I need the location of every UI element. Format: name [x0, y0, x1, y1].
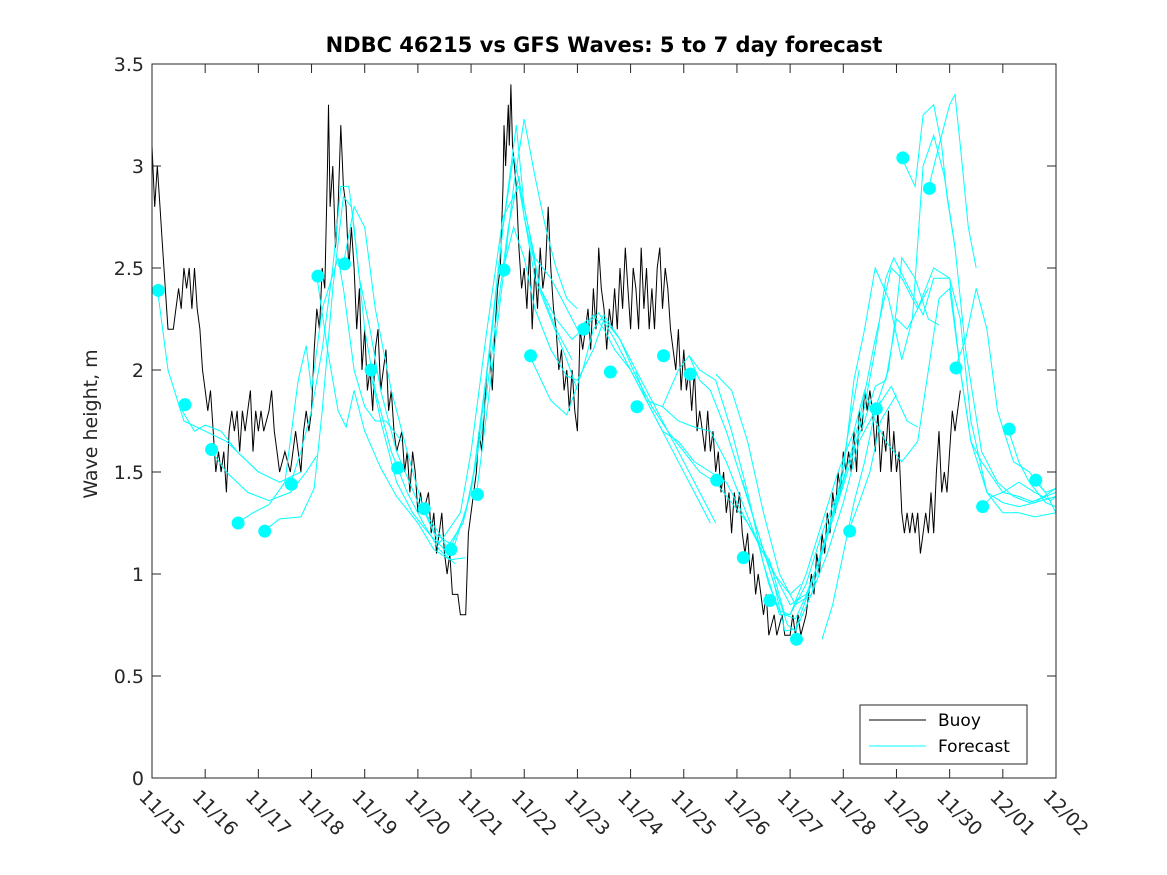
- x-tick-label: 11/19: [347, 786, 401, 840]
- x-tick-label: 11/23: [560, 786, 614, 840]
- forecast-start-marker: [417, 502, 431, 516]
- legend: Buoy Forecast: [859, 704, 1028, 765]
- forecast-line: [475, 119, 578, 495]
- forecast-line: [316, 276, 466, 561]
- forecast-start-marker: [630, 400, 644, 414]
- forecast-start-marker: [683, 367, 697, 381]
- plot-area-frame: [151, 63, 1057, 779]
- forecast-line: [901, 103, 956, 248]
- y-tick-label: 0.5: [114, 666, 144, 688]
- forecast-line: [236, 257, 403, 524]
- forecast-start-marker: [337, 257, 351, 271]
- forecast-line: [502, 225, 717, 524]
- forecast-start-marker: [843, 524, 857, 538]
- buoy-series: [152, 84, 961, 636]
- forecast-start-marker: [869, 402, 883, 416]
- forecast-line: [927, 92, 977, 269]
- x-tick-label: 11/18: [294, 786, 348, 840]
- x-tick-labels: 11/1511/1611/1711/1811/1911/2011/2111/22…: [134, 786, 1092, 840]
- chart-title: NDBC 46215 vs GFS Waves: 5 to 7 day fore…: [326, 33, 883, 57]
- x-tick-label: 11/15: [134, 786, 188, 840]
- forecast-start-marker: [789, 632, 803, 646]
- legend-buoy-label: Buoy: [938, 711, 981, 731]
- forecast-line: [178, 404, 302, 483]
- x-tick-label: 11/20: [400, 786, 454, 840]
- forecast-start-marker: [603, 365, 617, 379]
- x-tick-label: 11/30: [932, 786, 986, 840]
- legend-forecast-label: Forecast: [938, 737, 1010, 757]
- forecast-line: [289, 185, 456, 565]
- x-tick-label: 12/01: [985, 786, 1039, 840]
- x-tick-label: 11/24: [613, 786, 667, 840]
- forecast-start-marker: [736, 551, 750, 565]
- forecast-line: [210, 449, 318, 502]
- forecast-line: [369, 125, 573, 551]
- y-tick-label: 3.5: [114, 54, 144, 76]
- forecast-line: [874, 256, 940, 409]
- buoy-line: [152, 84, 961, 636]
- y-tick-label: 1: [132, 564, 144, 586]
- x-tick-label: 11/26: [719, 786, 773, 840]
- forecast-line: [688, 287, 1056, 616]
- forecast-start-marker: [657, 349, 671, 363]
- forecast-line: [1007, 429, 1056, 508]
- forecast-start-marker: [152, 283, 165, 297]
- y-tick-label: 3: [132, 156, 144, 178]
- forecast-initial-markers: [152, 151, 1043, 646]
- forecast-start-marker: [205, 443, 219, 457]
- forecast-line: [715, 373, 918, 606]
- forecast-start-marker: [391, 461, 405, 475]
- forecast-start-marker: [364, 363, 378, 377]
- forecast-start-marker: [284, 477, 298, 491]
- forecast-line: [449, 176, 711, 550]
- forecast-start-marker: [922, 181, 936, 195]
- forecast-line: [662, 267, 929, 632]
- x-tick-label: 12/02: [1038, 786, 1092, 840]
- y-tick-label: 1.5: [114, 462, 144, 484]
- forecast-line: [795, 256, 1056, 601]
- forecast-line: [342, 184, 578, 545]
- forecast-start-marker: [949, 361, 963, 375]
- forecast-start-marker: [1002, 422, 1016, 436]
- x-tick-label: 11/22: [507, 786, 561, 840]
- forecast-start-marker: [710, 473, 724, 487]
- x-tick-label: 11/25: [666, 786, 720, 840]
- y-tick-label: 0: [132, 768, 144, 790]
- forecast-start-marker: [976, 500, 990, 514]
- x-tick-label: 11/27: [773, 786, 827, 840]
- forecast-line: [422, 155, 589, 545]
- forecast-start-marker: [1029, 473, 1043, 487]
- forecast-start-marker: [896, 151, 910, 165]
- x-tick-label: 11/16: [188, 786, 242, 840]
- forecast-start-marker: [258, 524, 272, 538]
- forecast-line: [981, 481, 1056, 508]
- forecast-line: [582, 312, 802, 596]
- x-tick-label: 11/28: [826, 786, 880, 840]
- forecast-start-marker: [497, 263, 511, 277]
- forecast-start-marker: [311, 269, 325, 283]
- forecast-start-marker: [178, 398, 192, 412]
- y-tick-label: 2.5: [114, 258, 144, 280]
- forecast-line: [635, 369, 860, 616]
- forecast-start-marker: [763, 594, 777, 608]
- forecast-start-marker: [470, 487, 484, 501]
- forecast-start-marker: [231, 516, 245, 530]
- forecast-start-marker: [444, 543, 458, 557]
- forecast-line: [768, 133, 1056, 620]
- y-tick-label: 2: [132, 360, 144, 382]
- legend-box: [859, 704, 1028, 765]
- y-tick-labels: 0 0.5 1 1.5 2 2.5 3 3.5: [114, 54, 144, 790]
- forecast-series: [156, 92, 1056, 640]
- y-axis-label: Wave height, m: [80, 349, 102, 498]
- x-tick-label: 11/29: [879, 786, 933, 840]
- forecast-start-marker: [577, 322, 591, 336]
- x-tick-label: 11/17: [241, 786, 295, 840]
- forecast-start-marker: [524, 349, 538, 363]
- forecast-line: [848, 394, 897, 532]
- x-tick-label: 11/21: [454, 786, 508, 840]
- forecast-line: [741, 267, 1056, 632]
